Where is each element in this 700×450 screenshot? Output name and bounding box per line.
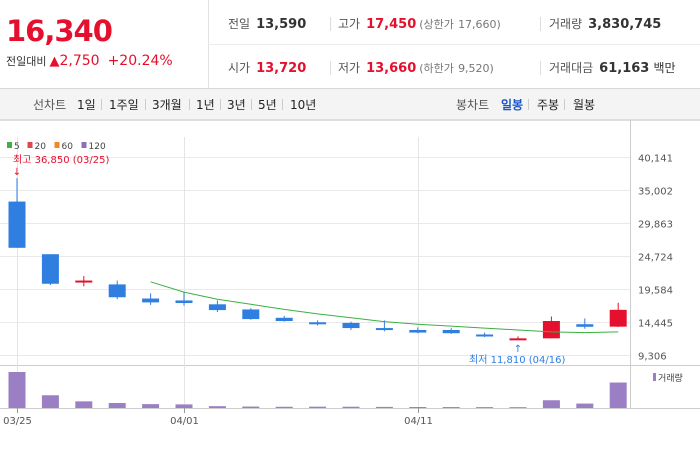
divider <box>330 61 331 75</box>
candle-body <box>242 309 260 320</box>
candle-body <box>208 304 226 311</box>
legend-swatch <box>7 142 12 148</box>
candle-body <box>542 321 560 339</box>
volume-bar <box>476 407 494 408</box>
period-3m[interactable]: 3개월 <box>152 98 182 112</box>
open-price: 시가 13,720 <box>228 61 307 76</box>
candle-monthly[interactable]: 월봉 <box>573 98 596 112</box>
candle-body <box>375 328 393 331</box>
y-tick-label: 19,584 <box>638 286 673 297</box>
candle-body <box>342 322 360 329</box>
quote-header: 16,340 전일대비 ▲2,750 +20.24% 전일 13,590 고가 17,4… <box>0 0 700 89</box>
x-tick-label: 04/01 <box>170 416 199 427</box>
price-change: 전일대비 ▲2,750 +20.24% <box>6 53 173 69</box>
current-price: 16,340 <box>6 14 113 48</box>
y-tick-label: 35,002 <box>638 187 673 198</box>
line-chart-label: 선차트 <box>33 98 67 112</box>
candle-body <box>8 201 26 248</box>
volume-bar <box>442 407 460 408</box>
y-tick-label: 9,306 <box>638 352 667 363</box>
candle-body <box>41 254 59 284</box>
x-tick-label: 04/11 <box>404 416 433 427</box>
day-low: 저가 13,660 (하한가 9,520) <box>338 61 494 76</box>
candle-body <box>275 317 293 322</box>
candle-daily[interactable]: 일봉 <box>501 98 524 112</box>
prev-close: 전일 13,590 <box>228 17 307 32</box>
candle-body <box>309 322 327 325</box>
volume-bar <box>275 406 293 408</box>
change-value: 2,750 <box>59 53 100 69</box>
volume-bar <box>542 400 560 408</box>
volume-bar <box>409 407 427 408</box>
down-arrow-icon: ↓ <box>13 167 21 178</box>
day-high: 고가 17,450 (상한가 17,660) <box>338 17 501 32</box>
volume-bar <box>8 372 26 408</box>
candle-body <box>609 309 627 327</box>
candle-body <box>142 298 160 303</box>
legend-label: 120 <box>89 142 106 152</box>
up-arrow-icon: ↑ <box>514 344 522 355</box>
volume-bar <box>609 382 627 408</box>
change-label: 전일대비 <box>6 55 47 68</box>
candle-body <box>108 284 126 298</box>
volume-bar <box>142 404 160 408</box>
candle-body <box>576 324 594 327</box>
legend-swatch <box>54 142 60 148</box>
candle-body <box>509 338 527 341</box>
trade-amount: 거래대금 61,163 백만 <box>549 61 676 76</box>
divider <box>540 61 541 75</box>
y-tick-label: 29,863 <box>638 220 673 231</box>
candle-body <box>75 280 93 283</box>
period-3y[interactable]: 3년 <box>227 98 246 112</box>
candle-body <box>476 334 494 337</box>
x-tick-label: 03/25 <box>3 416 32 427</box>
volume-bar <box>309 406 327 408</box>
volume-bar <box>509 407 527 408</box>
volume-bar <box>242 406 260 408</box>
volume-bar <box>208 406 226 408</box>
price-chart: 40,141 35,002 29,863 24,724 19,584 14,445 9,30… <box>0 120 700 427</box>
volume-legend-swatch <box>653 373 656 381</box>
period-toolbar: 선차트 1일 1주일 3개월 1년 3년 5년 10년 봉차트 일봉 주봉 월봉 <box>0 89 700 120</box>
volume-legend-label: 거래량 <box>658 372 683 384</box>
divider <box>540 17 541 31</box>
divider <box>208 44 700 45</box>
legend-label: 60 <box>62 142 74 152</box>
legend-label: 20 <box>35 142 47 152</box>
legend-swatch <box>27 142 33 148</box>
candle-chart-label: 봉차트 <box>456 98 490 112</box>
candle-weekly[interactable]: 주봉 <box>537 98 560 112</box>
y-tick-label: 14,445 <box>638 319 673 330</box>
candle-body <box>409 329 427 333</box>
legend-swatch <box>81 142 87 148</box>
y-tick-label: 24,724 <box>638 253 673 264</box>
volume-bar <box>41 395 59 408</box>
period-1d[interactable]: 1일 <box>77 98 96 112</box>
volume-bar <box>576 403 594 408</box>
period-1w[interactable]: 1주일 <box>109 98 139 112</box>
legend-label: 5 <box>14 142 20 152</box>
volume-bar <box>342 406 360 408</box>
up-arrow-icon: ▲ <box>49 54 60 69</box>
high-annotation: 최고 36,850 (03/25) <box>13 154 109 166</box>
ma5-line <box>150 281 619 334</box>
low-annotation: 최저 11,810 (04/16) <box>469 354 565 366</box>
volume-bar <box>175 404 193 408</box>
divider <box>330 17 331 31</box>
candle-body <box>442 329 460 334</box>
period-5y[interactable]: 5년 <box>258 98 277 112</box>
y-tick-label: 40,141 <box>638 154 673 165</box>
volume-bar <box>108 403 126 408</box>
period-1y[interactable]: 1년 <box>196 98 215 112</box>
volume-bar <box>375 406 393 408</box>
change-percent: +20.24% <box>107 53 173 69</box>
period-10y[interactable]: 10년 <box>290 98 317 112</box>
volume-bar <box>75 401 93 408</box>
volume-stat: 거래량 3,830,745 <box>549 17 662 32</box>
candle-body <box>175 300 193 304</box>
